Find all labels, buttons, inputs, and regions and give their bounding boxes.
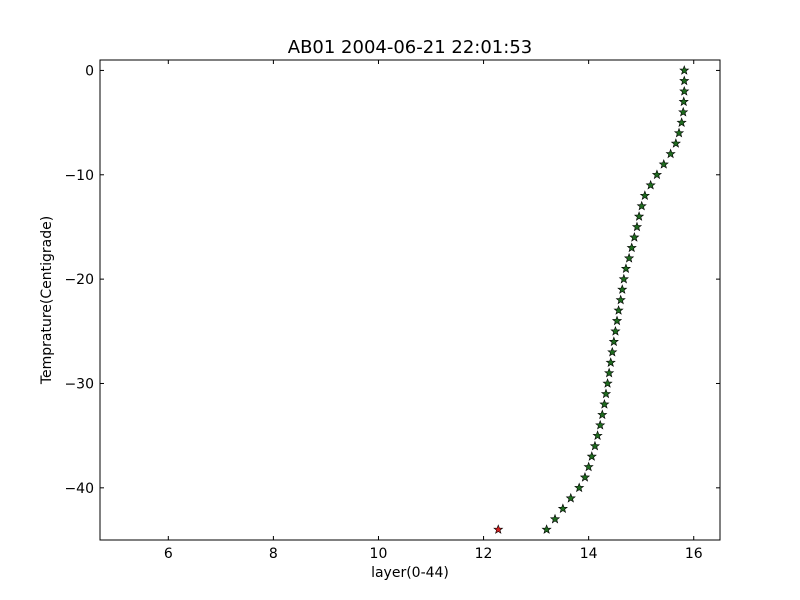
data-point	[597, 409, 608, 420]
data-point	[549, 513, 561, 524]
data-point	[620, 263, 632, 274]
y-tick-label: −10	[64, 168, 94, 184]
data-point	[595, 419, 606, 430]
data-point	[676, 117, 687, 127]
y-tick-label: −40	[64, 481, 94, 497]
data-point	[611, 315, 623, 326]
chart-title: AB01 2004-06-21 22:01:53	[288, 37, 532, 58]
data-point	[604, 367, 615, 378]
data-point	[679, 75, 690, 86]
data-point	[618, 273, 629, 284]
data-point	[586, 451, 597, 461]
data-point	[636, 200, 647, 211]
data-point	[629, 232, 640, 242]
data-point	[658, 159, 669, 169]
y-tick-label: 0	[85, 63, 94, 79]
data-point	[617, 284, 628, 294]
data-point	[679, 65, 690, 75]
x-tick-label: 8	[269, 546, 278, 562]
data-point	[565, 492, 576, 503]
data-point	[679, 85, 690, 96]
data-point	[605, 357, 616, 367]
data-point	[633, 211, 645, 221]
data-point	[678, 96, 689, 107]
data-point	[624, 252, 635, 263]
data-point	[592, 430, 603, 440]
x-tick-label: 12	[475, 546, 493, 562]
data-points	[493, 65, 690, 534]
x-tick-label: 6	[164, 546, 173, 562]
data-point	[574, 482, 585, 493]
data-point	[541, 524, 552, 534]
data-point	[613, 305, 624, 315]
data-point	[583, 461, 594, 472]
data-point	[602, 378, 613, 388]
axis-ticks: 6 8 10 12 14 16 0 −10 −20 −30 −40	[64, 60, 720, 562]
data-point	[589, 440, 601, 451]
data-point	[670, 138, 681, 148]
data-point	[557, 503, 568, 514]
y-tick-label: −20	[64, 272, 94, 288]
data-point	[631, 221, 643, 232]
data-point	[579, 472, 591, 482]
x-tick-label: 16	[685, 546, 703, 562]
data-point	[673, 127, 685, 138]
data-point	[610, 325, 621, 336]
data-point	[651, 169, 663, 180]
highlight-point	[493, 524, 504, 534]
data-point	[599, 398, 610, 409]
x-tick-label: 14	[580, 546, 598, 562]
plot-area	[99, 59, 721, 541]
data-point	[645, 179, 656, 190]
x-axis-label: layer(0-44)	[371, 565, 449, 581]
y-axis-label: Temprature(Centigrade)	[39, 216, 55, 385]
data-point	[665, 148, 676, 159]
data-point	[607, 346, 618, 357]
data-point	[608, 336, 619, 347]
data-point	[678, 106, 689, 117]
data-point	[639, 190, 650, 200]
y-tick-label: −30	[64, 376, 94, 392]
data-point	[600, 388, 612, 399]
data-point	[615, 294, 626, 305]
data-point	[626, 242, 637, 253]
x-tick-label: 10	[370, 546, 388, 562]
